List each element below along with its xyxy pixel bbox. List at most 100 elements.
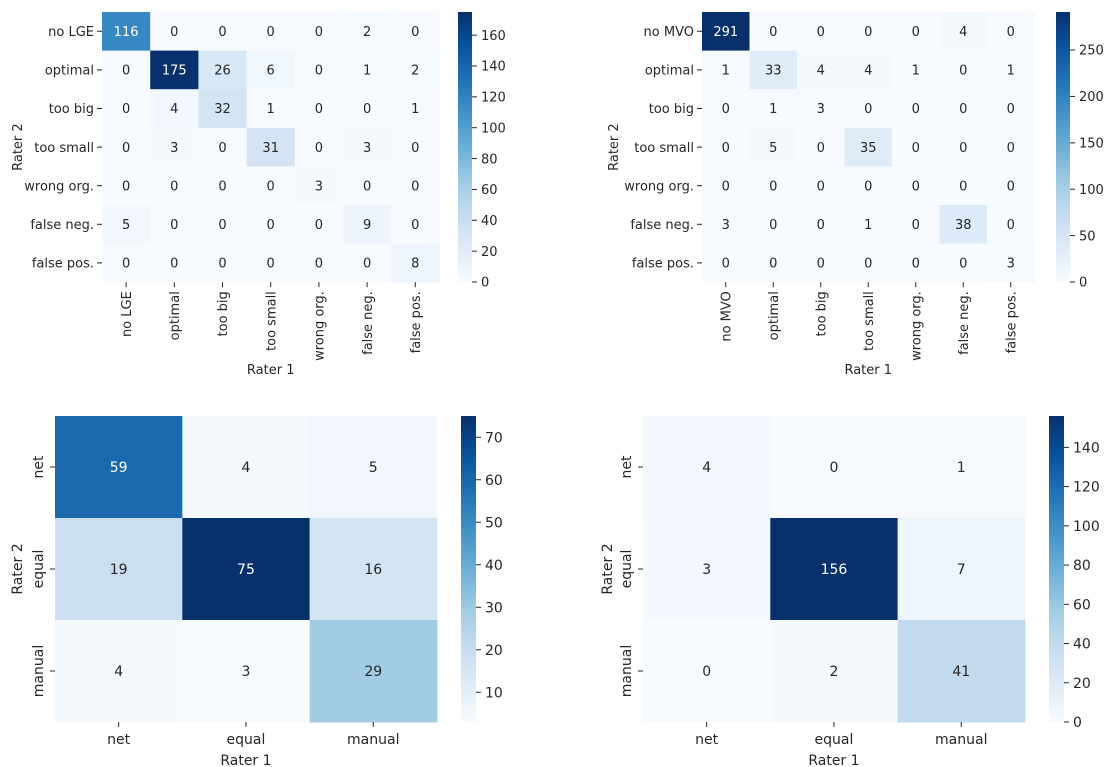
heatmap-cell: [309, 416, 438, 519]
heatmap-cell: [844, 205, 893, 245]
cell-value-label: 1: [722, 64, 730, 79]
cell-value-label: 5: [369, 460, 378, 476]
cell-value-label: 0: [912, 141, 920, 156]
y-tick-label: equal: [31, 550, 47, 589]
heatmap-cell: [102, 50, 151, 90]
heatmap-cell: [892, 12, 940, 52]
cell-value-label: 0: [817, 179, 825, 194]
heatmap-cell: [198, 127, 248, 167]
heatmap-cell: [797, 89, 845, 129]
heatmap-cell: [343, 50, 392, 90]
heatmap-cell: [294, 243, 344, 283]
cell-value-label: 19: [110, 562, 128, 578]
cell-value-label: 3: [722, 218, 730, 233]
colorbar: [461, 416, 476, 722]
heatmap-cell: [246, 127, 296, 167]
cell-value-label: 0: [218, 141, 226, 156]
heatmap-cell: [343, 243, 392, 283]
heatmap-cell: [897, 620, 1026, 723]
cell-value-label: 4: [702, 460, 711, 476]
heatmap-cell: [987, 127, 1035, 167]
y-tick-label: wrong org.: [24, 179, 94, 194]
x-tick-label: false neg.: [361, 291, 376, 355]
heatmap-cell: [343, 12, 392, 52]
y-tick-label: too big: [649, 102, 694, 117]
heatmap-cell: [343, 89, 392, 129]
x-tick-label: equal: [815, 732, 854, 748]
heatmap-cell: [643, 416, 771, 519]
cell-value-label: 0: [1007, 25, 1015, 40]
heatmap-cell: [797, 50, 845, 90]
y-tick-label: no LGE: [48, 25, 94, 40]
colorbar-tick-label: 40: [485, 558, 503, 574]
y-tick-label: false pos.: [32, 257, 94, 272]
y-tick-label: no MVO: [644, 25, 694, 40]
cell-value-label: 0: [817, 218, 825, 233]
heatmap-cell: [150, 89, 199, 129]
heatmap-cell: [844, 89, 893, 129]
cell-value-label: 31: [262, 141, 279, 156]
heatmap-cell: [150, 127, 199, 167]
heatmap-cell: [391, 205, 440, 245]
y-axis-label: Rater 2: [10, 543, 26, 594]
heatmap-cell: [246, 205, 296, 245]
x-tick-label: manual: [347, 732, 399, 748]
heatmap-cell: [939, 50, 988, 90]
x-axis-label: Rater 1: [220, 753, 271, 767]
cell-value-label: 0: [959, 179, 967, 194]
colorbar-tick-label: 200: [1079, 90, 1104, 105]
heatmap-cell: [897, 518, 1026, 621]
heatmap-cell: [939, 12, 988, 52]
heatmap-cell: [150, 50, 199, 90]
x-axis-label: Rater 1: [808, 753, 859, 767]
cell-value-label: 0: [769, 257, 777, 272]
colorbar-tick-label: 80: [481, 152, 498, 167]
colorbar-tick-label: 80: [1073, 558, 1091, 574]
y-tick-label: optimal: [45, 64, 94, 79]
heatmap-cell: [182, 518, 311, 621]
heatmap-cell: [643, 518, 771, 621]
heatmap-cell: [844, 127, 893, 167]
y-axis-label: Rater 2: [607, 123, 622, 171]
cell-value-label: 1: [769, 102, 777, 117]
heatmap-cell: [939, 89, 988, 129]
heatmap-cell: [844, 12, 893, 52]
y-tick-label: too big: [49, 102, 94, 117]
cell-value-label: 156: [821, 562, 848, 578]
cell-value-label: 59: [110, 460, 128, 476]
heatmap-cell: [749, 127, 798, 167]
cell-value-label: 0: [912, 102, 920, 117]
cell-value-label: 0: [363, 179, 371, 194]
cell-value-label: 9: [363, 218, 371, 233]
x-tick-label: optimal: [767, 291, 782, 340]
colorbar: [1049, 416, 1064, 722]
colorbar-tick-label: 150: [1079, 137, 1104, 152]
heatmap-cell: [55, 518, 183, 621]
heatmap-cell: [749, 12, 798, 52]
cell-value-label: 0: [218, 25, 226, 40]
heatmap-cell: [391, 127, 440, 167]
heatmap-cell: [294, 50, 344, 90]
heatmap-cell: [391, 89, 440, 129]
x-tick-label: net: [695, 732, 718, 748]
heatmap-cell: [987, 50, 1035, 90]
heatmap-cell: [897, 416, 1026, 519]
cell-value-label: 3: [241, 664, 250, 680]
heatmap-cell: [844, 50, 893, 90]
cell-value-label: 0: [170, 179, 178, 194]
y-tick-label: equal: [619, 550, 635, 589]
x-tick-label: no LGE: [120, 291, 135, 337]
heatmap-cell: [939, 205, 988, 245]
heatmap-cell: [987, 89, 1035, 129]
colorbar-tick-label: 50: [485, 515, 503, 531]
heatmap-cell: [294, 127, 344, 167]
cell-value-label: 0: [959, 64, 967, 79]
x-tick-label: too big: [814, 291, 829, 336]
cell-value-label: 0: [702, 664, 711, 680]
y-tick-label: false neg.: [30, 218, 94, 233]
y-axis-label: Rater 2: [11, 123, 26, 171]
cell-value-label: 0: [817, 141, 825, 156]
colorbar-tick-label: 10: [485, 685, 503, 701]
cell-value-label: 0: [315, 257, 323, 272]
heatmap-cell: [294, 166, 344, 206]
